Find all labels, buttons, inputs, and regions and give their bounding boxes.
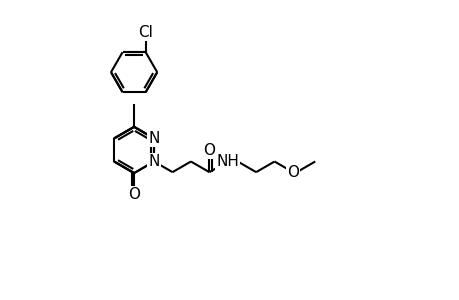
Text: Cl: Cl xyxy=(138,25,153,40)
Text: O: O xyxy=(128,187,140,202)
Text: N: N xyxy=(148,131,159,146)
Text: N: N xyxy=(148,154,159,169)
Text: O: O xyxy=(286,165,298,180)
Text: O: O xyxy=(203,143,215,158)
Text: NH: NH xyxy=(216,154,239,169)
